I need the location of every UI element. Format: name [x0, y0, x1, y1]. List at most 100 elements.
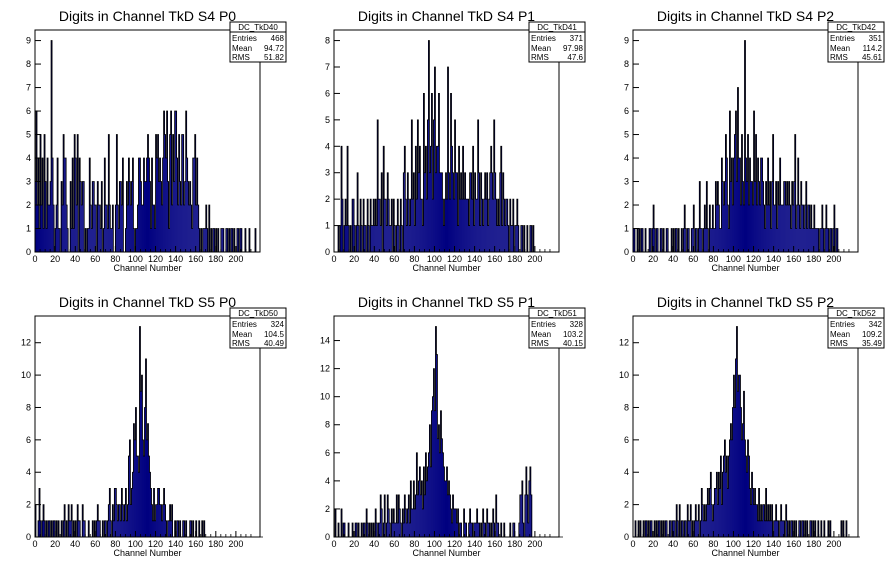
histogram-bar	[833, 205, 835, 252]
histogram-bar	[381, 508, 383, 537]
histogram-bar	[814, 228, 816, 252]
histogram-bar	[653, 205, 655, 252]
histogram-bar	[473, 522, 475, 537]
histogram-bar	[384, 494, 386, 537]
histogram-bar	[466, 199, 468, 252]
stats-label-mean: Mean	[830, 330, 850, 339]
stats-label-entries: Entries	[830, 34, 855, 43]
stats-value-entries: 351	[869, 34, 883, 43]
y-tick-label: 6	[624, 435, 629, 445]
histogram-bar	[806, 228, 808, 252]
y-tick-label: 6	[26, 106, 31, 116]
stats-label-mean: Mean	[232, 330, 252, 339]
histogram-bar	[773, 205, 775, 252]
histogram-bar	[710, 472, 712, 537]
histogram-bar	[687, 228, 689, 252]
histogram-bar	[408, 199, 410, 252]
histogram-bar	[340, 225, 342, 252]
histogram-bar	[394, 522, 396, 537]
histogram-bar	[92, 181, 94, 252]
histogram-bar	[792, 205, 794, 252]
histogram-bar	[761, 520, 763, 537]
x-tick-label: 80	[409, 539, 419, 549]
histogram-bar	[524, 494, 526, 537]
histogram-bar	[790, 228, 792, 252]
histogram-bar	[758, 181, 760, 252]
histogram-bar	[119, 181, 121, 252]
histogram-bar	[94, 205, 96, 252]
histogram-bar	[781, 520, 783, 537]
histogram-bar	[720, 228, 722, 252]
histogram-bar	[116, 134, 118, 252]
histogram-bar	[529, 225, 531, 252]
histogram-bar	[658, 520, 660, 537]
histogram-bar	[650, 228, 652, 252]
stats-label-rms: RMS	[232, 339, 250, 348]
histogram-bar	[712, 205, 714, 252]
histogram-bar	[811, 228, 813, 252]
histogram-bar	[832, 228, 834, 252]
histogram-bar	[663, 228, 665, 252]
histogram-bar	[444, 480, 446, 537]
histogram-bar	[387, 172, 389, 252]
histogram-bar	[673, 228, 675, 252]
histogram-bar	[413, 480, 415, 537]
x-tick-label: 20	[349, 539, 359, 549]
histogram-bar	[177, 205, 179, 252]
histogram-bar	[56, 205, 58, 252]
histogram-bar	[454, 119, 456, 252]
histogram-bar	[500, 146, 502, 252]
histogram-bar	[237, 228, 239, 252]
histogram-bar	[458, 146, 460, 252]
histogram-bar	[817, 520, 819, 537]
histogram-bar	[82, 504, 84, 537]
histogram-bar	[133, 228, 135, 252]
histogram-bar	[427, 119, 429, 252]
histogram-bar	[407, 508, 409, 537]
histogram-bar	[96, 520, 98, 537]
y-tick-label: 1	[624, 224, 629, 234]
histogram-bar	[230, 228, 232, 252]
histogram-bar	[470, 172, 472, 252]
y-tick-label: 5	[26, 130, 31, 140]
histogram-bar	[152, 520, 154, 537]
histogram-bar	[753, 111, 755, 252]
histogram-bar	[83, 181, 85, 252]
histogram-bar	[196, 158, 198, 252]
histogram-bar	[163, 111, 165, 252]
histogram-bar	[739, 158, 741, 252]
histogram-bar	[448, 172, 450, 252]
y-tick-label: 8	[26, 59, 31, 69]
histogram-bar	[715, 181, 717, 252]
histogram-bar	[141, 205, 143, 252]
histogram-bar	[144, 407, 146, 537]
histogram-bar	[474, 522, 476, 537]
histogram-bar	[405, 508, 407, 537]
y-tick-label: 2	[624, 200, 629, 210]
histogram-bar	[467, 199, 469, 252]
chart-panel: Digits in Channel TkD S4 P10 20 40 60 80 100 1…	[325, 8, 586, 273]
histogram-bar	[763, 504, 765, 537]
histogram-bar	[431, 93, 433, 252]
histogram-bar	[151, 158, 153, 252]
histogram-bar	[373, 199, 375, 252]
x-tick-label: 180	[507, 254, 522, 264]
histogram-bar	[669, 520, 671, 537]
histogram-bar	[479, 225, 481, 252]
histogram-bar	[121, 488, 123, 537]
histogram-bar	[700, 228, 702, 252]
x-tick-label: 40	[369, 254, 379, 264]
plot-frame	[632, 315, 859, 538]
y-tick-label: 9	[26, 36, 31, 46]
histogram-bar	[63, 134, 65, 252]
histogram-bar	[202, 228, 204, 252]
y-tick-label: 4	[624, 153, 629, 163]
x-tick-label: 60	[90, 254, 100, 264]
histogram-bar	[519, 494, 521, 537]
histogram-bar	[760, 158, 762, 252]
histogram-bar	[640, 520, 642, 537]
y-tick-label: 8	[624, 402, 629, 412]
histogram-bar	[426, 480, 428, 537]
histogram-bar	[438, 93, 440, 252]
histogram-bar	[75, 520, 77, 537]
